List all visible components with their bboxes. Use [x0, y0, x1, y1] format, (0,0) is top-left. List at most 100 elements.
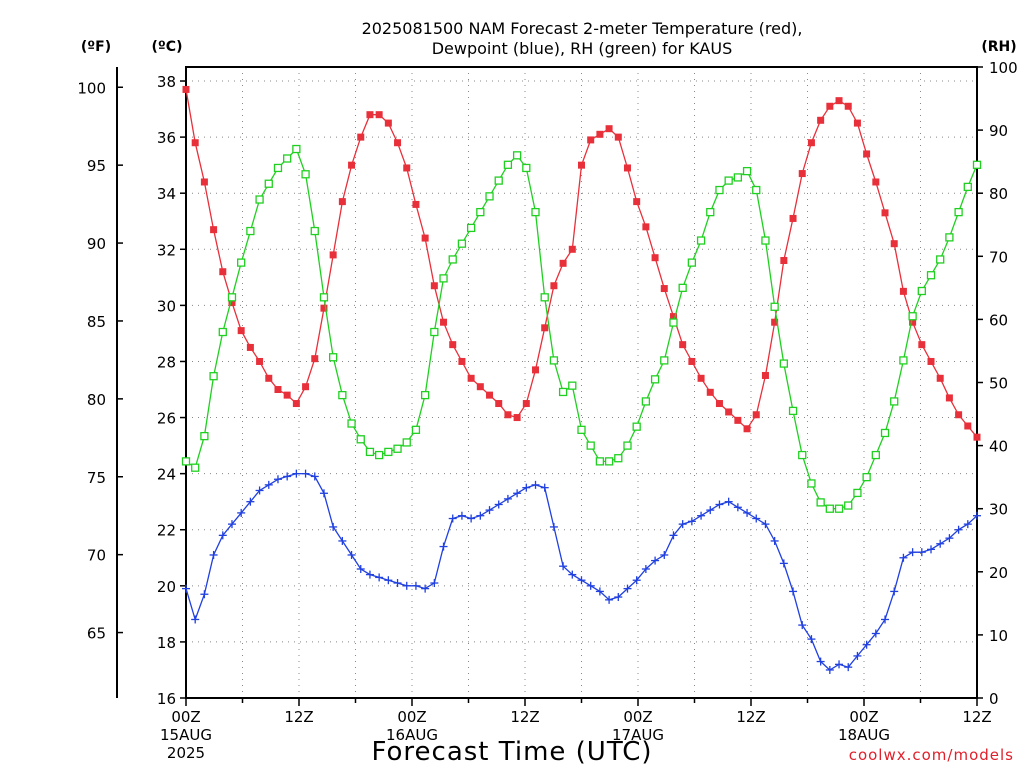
series-layer	[181, 85, 982, 674]
temperature-point	[706, 388, 714, 396]
dewpoint-point	[890, 587, 899, 596]
fahrenheit-tick-label: 85	[87, 313, 106, 331]
rh-tick-label: 0	[989, 690, 999, 708]
temperature-point	[421, 234, 429, 242]
dewpoint-point	[614, 593, 623, 602]
rh-point	[586, 441, 595, 450]
temperature-point	[734, 416, 742, 424]
dewpoint-point	[402, 581, 411, 590]
rh-point	[604, 457, 614, 466]
dewpoint-point	[384, 576, 393, 585]
dewpoint-point	[218, 531, 227, 540]
temperature-point	[504, 411, 512, 419]
dewpoint-point	[706, 506, 715, 515]
rh-point	[908, 312, 917, 321]
dewpoint-point	[733, 503, 742, 512]
dewpoint-point	[209, 550, 218, 559]
dewpoint-point	[917, 548, 926, 557]
dewpoint-point	[770, 536, 779, 545]
rh-point	[568, 381, 577, 390]
temperature-point	[909, 318, 917, 326]
dewpoint-point	[724, 497, 733, 506]
dewpoint-point	[577, 576, 586, 585]
dewpoint-point	[347, 550, 356, 559]
dewpoint-point	[927, 545, 936, 554]
temperature-point	[191, 139, 199, 147]
rh-point	[724, 176, 733, 185]
dewpoint-point	[227, 520, 236, 529]
fahrenheit-tick-label: 75	[87, 469, 106, 487]
time-tick-label: 00Z	[397, 708, 426, 726]
temperature-point	[651, 254, 659, 262]
rh-point	[200, 431, 209, 441]
celsius-tick-label: 32	[157, 241, 176, 259]
temperature-point	[329, 251, 337, 259]
rh-tick-label: 80	[989, 185, 1008, 203]
celsius-tick-label: 22	[157, 522, 176, 540]
temperature-point	[357, 133, 365, 141]
rh-point	[825, 504, 834, 513]
rh-point	[770, 302, 779, 311]
dewpoint-point	[191, 615, 200, 624]
dewpoint-point	[356, 564, 365, 573]
rh-point	[641, 397, 651, 406]
dewpoint-point	[743, 508, 752, 517]
temperature-point	[394, 139, 402, 147]
temperature-point	[274, 386, 282, 394]
series-line-rh	[185, 147, 978, 510]
dewpoint-point	[816, 657, 825, 666]
dewpoint-point	[963, 520, 972, 529]
dewpoint-point	[273, 475, 282, 484]
temperature-point	[633, 198, 641, 206]
time-tick-label: 2025	[167, 744, 205, 762]
rh-point	[494, 176, 503, 185]
temperature-point	[688, 357, 696, 365]
dewpoint-point	[871, 629, 880, 638]
rh-point	[264, 179, 273, 188]
dewpoint-point	[595, 587, 604, 596]
temperature-point	[522, 400, 530, 408]
temperature-point	[302, 383, 310, 391]
dewpoint-point	[568, 570, 577, 579]
rh-tick-label: 40	[989, 438, 1008, 456]
temperature-point	[578, 161, 585, 169]
temperature-point	[366, 111, 374, 119]
rh-point	[466, 223, 476, 233]
temperature-point	[899, 287, 907, 295]
rh-point	[411, 425, 421, 434]
dewpoint-point	[457, 511, 466, 520]
dewpoint-point	[835, 660, 844, 669]
celsius-tick-label: 24	[157, 466, 176, 484]
dewpoint-point	[881, 615, 890, 624]
time-tick-label: 16AUG	[386, 726, 438, 744]
rh-point	[448, 255, 457, 264]
rh-point	[696, 236, 706, 245]
temperature-point	[587, 136, 595, 144]
dewpoint-point	[853, 651, 862, 660]
temperature-point	[292, 400, 300, 408]
temperature-point	[532, 366, 540, 374]
temperature-point	[964, 422, 972, 430]
temperature-point	[807, 139, 815, 147]
rh-tick-label: 100	[989, 59, 1018, 77]
fahrenheit-axis: 65 70 75 80 85 90 95 100	[77, 79, 123, 643]
temperature-point	[863, 150, 871, 158]
temperature-point	[550, 282, 558, 290]
dewpoint-point	[319, 489, 328, 498]
time-tick-label: 12Z	[510, 708, 539, 726]
rh-point	[779, 359, 788, 368]
rh-point	[669, 318, 678, 327]
temperature-point	[752, 411, 760, 419]
dewpoint-point	[476, 511, 485, 520]
rh-point	[880, 428, 890, 438]
dewpoint-point	[715, 500, 724, 509]
dewpoint-point	[310, 472, 319, 481]
fahrenheit-tick-label: 95	[87, 157, 106, 175]
rh-point	[273, 163, 283, 173]
rh-point	[807, 479, 816, 488]
rh-point	[319, 293, 329, 302]
rh-point	[577, 425, 586, 434]
dewpoint-point	[540, 483, 549, 492]
